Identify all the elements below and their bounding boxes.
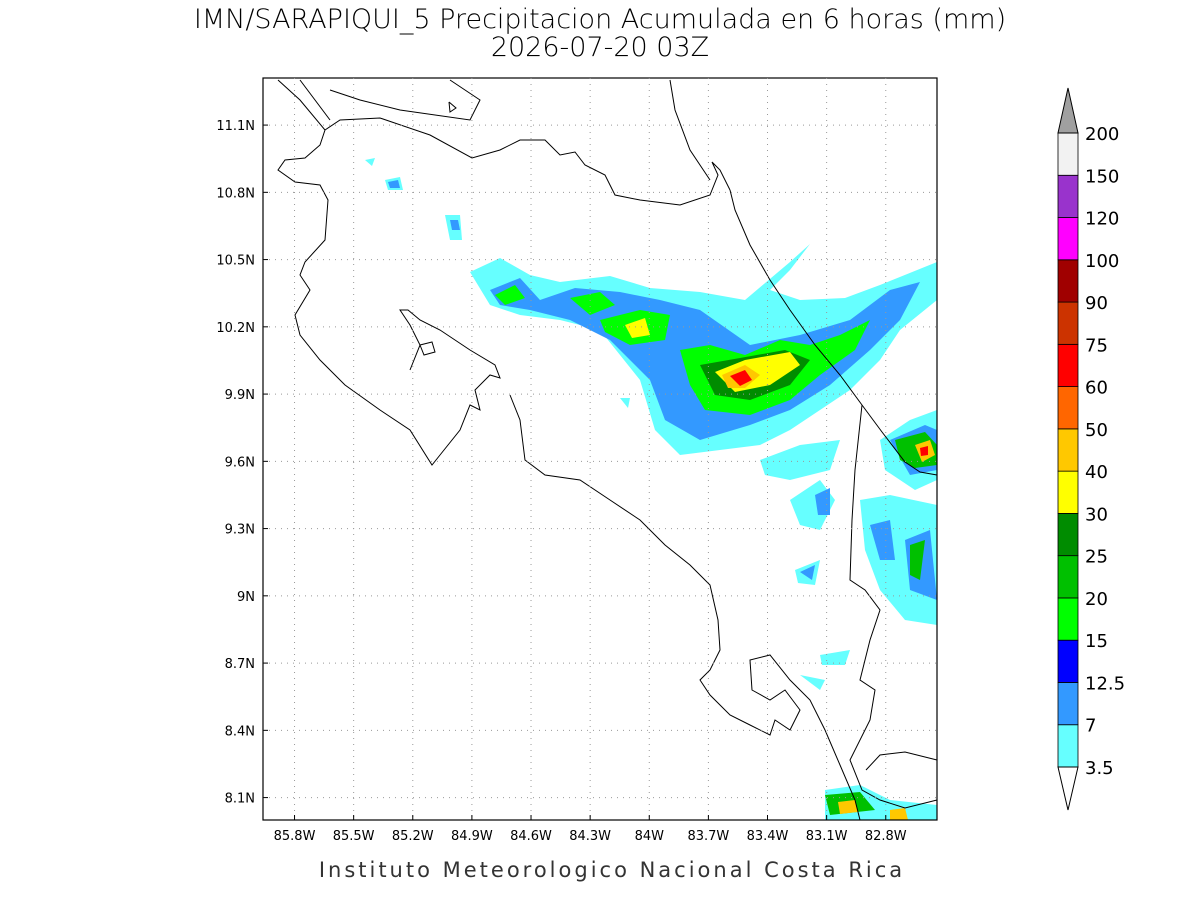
colorbar-box xyxy=(1057,682,1079,726)
colorbar-label: 120 xyxy=(1085,209,1119,230)
colorbar-label: 200 xyxy=(1085,124,1119,145)
y-tick-label: 10.5N xyxy=(216,254,255,269)
colorbar-box xyxy=(1057,639,1079,683)
colorbar-box xyxy=(1057,132,1079,176)
colorbar-box xyxy=(1057,386,1079,430)
map-area xyxy=(262,77,938,821)
x-tick-label: 85.8W xyxy=(274,829,316,844)
colorbar-box xyxy=(1057,597,1079,641)
colorbar-box xyxy=(1057,174,1079,218)
y-tick-label: 10.8N xyxy=(216,186,255,201)
y-tick-label: 8.4N xyxy=(225,724,255,739)
y-tick-label: 8.7N xyxy=(225,657,255,672)
colorbar-box xyxy=(1057,259,1079,303)
y-tick-label: 10.2N xyxy=(216,321,255,336)
y-tick-label: 9.3N xyxy=(225,523,255,538)
title: IMN/SARAPIQUI_5 Precipitacion Acumulada … xyxy=(194,4,1006,35)
x-tick-label: 85.5W xyxy=(333,829,375,844)
colorbar-box xyxy=(1057,724,1079,768)
y-tick-label: 9.6N xyxy=(225,455,255,470)
y-tick-label: 9N xyxy=(237,590,255,605)
map-frame xyxy=(262,77,938,821)
colorbar-under xyxy=(1057,766,1079,811)
y-tick-label: 8.1N xyxy=(225,792,255,807)
colorbar-label: 20 xyxy=(1085,589,1108,610)
colorbar-label: 25 xyxy=(1085,547,1108,568)
x-tick-label: 83.7W xyxy=(687,829,729,844)
precip-field xyxy=(365,145,937,820)
y-tick-label: 11.1N xyxy=(216,119,255,134)
colorbar-label: 15 xyxy=(1085,631,1108,652)
colorbar-label: 90 xyxy=(1085,293,1108,314)
colorbar-label: 30 xyxy=(1085,504,1108,525)
colorbar-box xyxy=(1057,217,1079,261)
x-tick-label: 84.9W xyxy=(451,829,493,844)
x-tick-label: 85.2W xyxy=(392,829,434,844)
footer: Instituto Meteorologico Nacional Costa R… xyxy=(319,858,905,882)
colorbar-label: 12.5 xyxy=(1085,673,1125,694)
x-tick-label: 84.3W xyxy=(569,829,611,844)
x-tick-label: 84W xyxy=(635,829,665,844)
y-tick-label: 9.9N xyxy=(225,388,255,403)
colorbar-label: 75 xyxy=(1085,335,1108,356)
colorbar-box xyxy=(1057,555,1079,599)
x-tick-label: 84.6W xyxy=(510,829,552,844)
colorbar-box xyxy=(1057,428,1079,472)
colorbar-box xyxy=(1057,470,1079,514)
colorbar-box xyxy=(1057,343,1079,388)
colorbar-label: 3.5 xyxy=(1085,758,1114,779)
subtitle: 2026-07-20 03Z xyxy=(491,32,709,63)
colorbar-label: 60 xyxy=(1085,378,1108,399)
x-tick-label: 83.4W xyxy=(747,829,789,844)
colorbar-box xyxy=(1057,301,1079,345)
x-tick-label: 82.8W xyxy=(865,829,907,844)
colorbar-label: 100 xyxy=(1085,251,1119,272)
colorbar-label: 50 xyxy=(1085,420,1108,441)
x-tick-label: 83.1W xyxy=(806,829,848,844)
coastline xyxy=(277,79,938,821)
colorbar-label: 40 xyxy=(1085,462,1108,483)
colorbar-label: 150 xyxy=(1085,166,1119,187)
colorbar: 3.5 7 12.5 15 20 25 30 40 50 60 75 90 100 120 150 200 xyxy=(1057,87,1125,811)
colorbar-box xyxy=(1057,513,1079,557)
colorbar-over xyxy=(1057,87,1079,134)
colorbar-label: 7 xyxy=(1085,716,1096,737)
